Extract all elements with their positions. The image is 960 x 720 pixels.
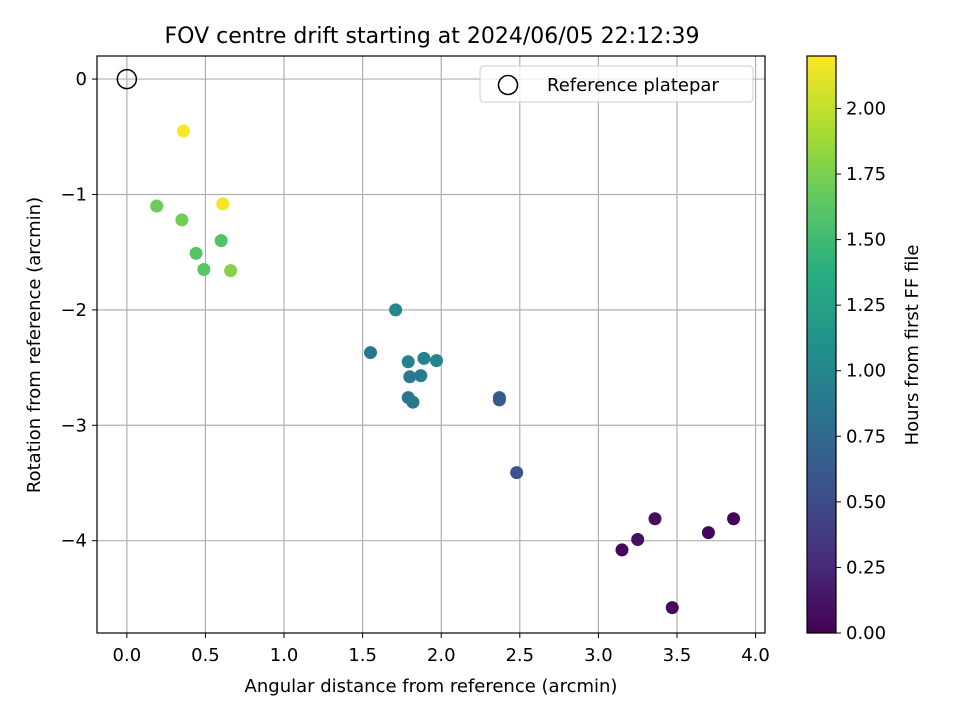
- x-tick-label: 3.0: [584, 645, 613, 666]
- data-point: [403, 370, 417, 384]
- data-point: [197, 262, 211, 276]
- data-point: [176, 124, 190, 138]
- x-tick-label: 4.0: [741, 645, 770, 666]
- x-tick-label: 0.5: [191, 645, 220, 666]
- x-axis-ticks: 0.0 0.5 1.0 1.5 2.0 2.5 3.0 3.5 4.0: [113, 633, 770, 666]
- colorbar-tick-label: 1.50: [846, 230, 886, 251]
- data-point: [430, 354, 444, 368]
- colorbar-tick-label: 1.25: [846, 295, 886, 316]
- colorbar: [806, 55, 837, 634]
- y-tick-label: −1: [60, 184, 87, 205]
- x-tick-label: 2.0: [427, 645, 456, 666]
- y-axis-label: Rotation from reference (arcmin): [24, 197, 45, 493]
- y-tick-label: 0: [76, 69, 87, 90]
- data-points: [150, 124, 741, 615]
- x-tick-label: 0.0: [113, 645, 142, 666]
- colorbar-label: Hours from first FF file: [902, 245, 923, 446]
- data-point: [648, 512, 662, 526]
- grid: [97, 56, 765, 633]
- x-tick-label: 1.0: [270, 645, 299, 666]
- legend-label: Reference platepar: [547, 75, 719, 96]
- data-point: [363, 346, 377, 360]
- colorbar-tick-label: 1.00: [846, 361, 886, 382]
- data-point: [615, 543, 629, 557]
- colorbar-tick-label: 0.75: [846, 426, 886, 447]
- y-tick-label: −3: [60, 415, 87, 436]
- legend-marker: [497, 74, 519, 96]
- data-point: [406, 395, 420, 409]
- data-point: [189, 246, 203, 260]
- data-point: [414, 369, 428, 383]
- data-point: [401, 355, 415, 369]
- y-axis-ticks: 0 −1 −2 −3 −4: [60, 69, 97, 552]
- colorbar-ticks: 0.00 0.25 0.50 0.75 1.00 1.25 1.50 1.75 2.00: [836, 98, 886, 644]
- data-point: [701, 526, 715, 540]
- data-point: [727, 512, 741, 526]
- chart-title: FOV centre drift starting at 2024/06/05 …: [165, 24, 700, 49]
- colorbar-tick-label: 0.50: [846, 492, 886, 513]
- data-point: [216, 197, 230, 211]
- data-point: [510, 466, 524, 480]
- data-point: [389, 303, 403, 317]
- y-tick-label: −4: [60, 531, 87, 552]
- reference-point: [116, 68, 138, 90]
- data-point: [224, 264, 238, 278]
- data-point: [175, 213, 189, 227]
- data-point: [417, 351, 431, 365]
- legend-box: [479, 65, 754, 103]
- data-point: [492, 391, 506, 405]
- colorbar-tick-label: 2.00: [846, 98, 886, 119]
- legend: Reference platepar: [479, 65, 754, 103]
- data-point: [631, 533, 645, 547]
- y-tick-label: −2: [60, 300, 87, 321]
- x-tick-label: 3.5: [663, 645, 692, 666]
- data-point: [150, 199, 164, 213]
- x-tick-label: 1.5: [348, 645, 377, 666]
- colorbar-tick-label: 1.75: [846, 164, 886, 185]
- data-point: [665, 601, 679, 615]
- x-tick-label: 2.5: [505, 645, 534, 666]
- x-axis-label: Angular distance from reference (arcmin): [245, 676, 618, 697]
- data-point: [214, 234, 228, 248]
- plot-frame: [96, 55, 766, 634]
- colorbar-tick-label: 0.25: [846, 557, 886, 578]
- colorbar-tick-label: 0.00: [846, 623, 886, 644]
- reference-marker: [116, 68, 138, 90]
